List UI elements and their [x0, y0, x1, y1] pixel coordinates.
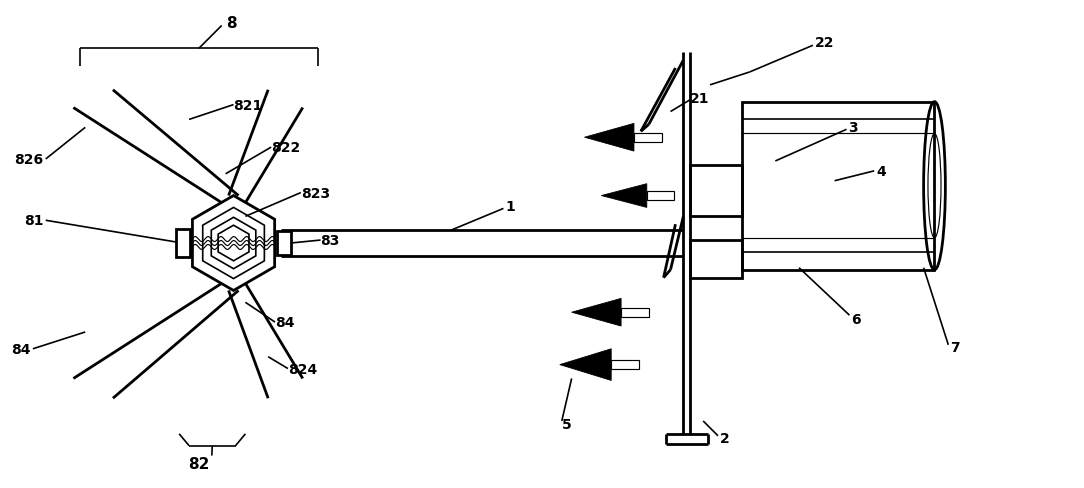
Text: 821: 821 — [233, 99, 262, 112]
Bar — [691, 241, 741, 278]
Text: 2: 2 — [720, 431, 730, 445]
Text: 7: 7 — [951, 340, 960, 354]
Polygon shape — [584, 124, 634, 152]
Bar — [691, 165, 741, 217]
Text: 822: 822 — [271, 141, 300, 155]
Text: 81: 81 — [24, 214, 43, 228]
Text: 83: 83 — [321, 234, 340, 247]
Bar — [177, 230, 190, 257]
Text: 5: 5 — [562, 417, 571, 431]
Text: 84: 84 — [11, 342, 30, 356]
Text: 22: 22 — [815, 36, 835, 50]
Bar — [741, 102, 934, 270]
Bar — [621, 308, 648, 317]
Text: 4: 4 — [876, 164, 886, 179]
Polygon shape — [559, 349, 611, 381]
Text: 21: 21 — [691, 91, 710, 105]
Polygon shape — [602, 184, 647, 208]
Polygon shape — [571, 299, 621, 326]
Bar — [611, 361, 638, 369]
Text: 1: 1 — [505, 200, 515, 214]
Text: 823: 823 — [300, 186, 330, 200]
Text: 8: 8 — [225, 16, 236, 31]
Text: 824: 824 — [288, 362, 318, 376]
Bar — [634, 134, 661, 142]
Text: 6: 6 — [851, 312, 861, 326]
Bar — [647, 192, 674, 201]
Text: 84: 84 — [275, 315, 295, 329]
Text: 826: 826 — [14, 153, 43, 166]
Text: 3: 3 — [849, 121, 859, 135]
Text: 82: 82 — [189, 456, 209, 471]
Bar — [278, 232, 291, 255]
